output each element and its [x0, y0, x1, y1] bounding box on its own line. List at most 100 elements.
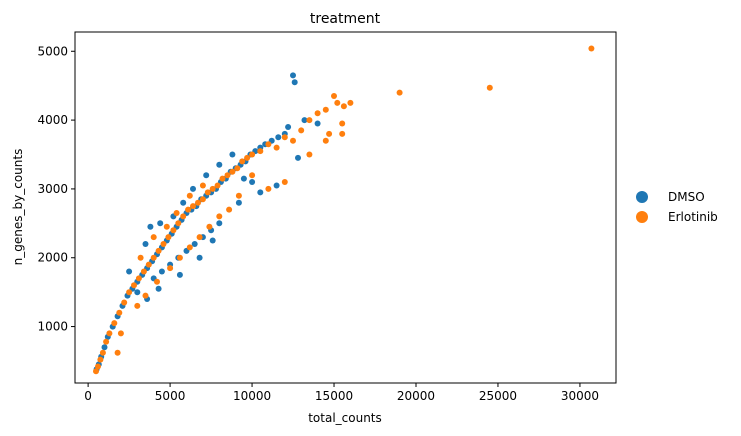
point-erlotinib-45	[334, 99, 341, 106]
point-dmso-51	[191, 241, 198, 247]
point-dmso-3	[101, 344, 108, 351]
point-erlotinib-6	[111, 320, 118, 327]
point-dmso-59	[180, 199, 187, 206]
point-erlotinib-30	[229, 168, 236, 175]
point-erlotinib-67	[249, 172, 256, 179]
point-erlotinib-62	[196, 234, 203, 241]
point-erlotinib-53	[588, 45, 595, 52]
y-tick-label-4: 5000	[37, 44, 68, 58]
point-dmso-75	[273, 182, 280, 189]
point-erlotinib-74	[163, 223, 170, 230]
legend: DMSO Erlotinib	[636, 190, 718, 224]
chart-title: treatment	[310, 11, 381, 27]
point-dmso-57	[157, 220, 164, 227]
y-tick-label-3: 4000	[37, 113, 68, 127]
point-dmso-70	[176, 271, 183, 278]
legend-marker-erlotinib	[636, 211, 648, 223]
point-erlotinib-56	[134, 302, 141, 309]
point-dmso-55	[142, 241, 149, 247]
point-erlotinib-3	[99, 349, 106, 356]
point-erlotinib-8	[121, 299, 128, 306]
x-tick-label-3: 15000	[315, 389, 353, 403]
point-dmso-44	[301, 117, 308, 124]
point-erlotinib-28	[219, 175, 226, 182]
legend-label-erlotinib: Erlotinib	[668, 210, 718, 224]
point-erlotinib-21	[185, 206, 192, 213]
point-erlotinib-40	[298, 127, 305, 134]
x-tick-label-5: 25000	[479, 389, 517, 403]
x-tick-label-4: 20000	[397, 389, 435, 403]
point-dmso-40	[285, 124, 292, 130]
point-erlotinib-9	[126, 289, 133, 296]
point-erlotinib-24	[199, 196, 206, 203]
point-erlotinib-33	[244, 154, 251, 161]
x-tick-label-2: 10000	[233, 389, 271, 403]
point-erlotinib-41	[306, 117, 313, 124]
point-erlotinib-36	[265, 141, 272, 148]
point-erlotinib-34	[249, 151, 256, 158]
point-erlotinib-12	[140, 268, 147, 275]
point-dmso-69	[155, 285, 162, 292]
point-erlotinib-26	[209, 185, 216, 192]
point-dmso-56	[147, 223, 154, 230]
point-dmso-72	[209, 237, 216, 244]
points-layer	[93, 45, 595, 375]
point-erlotinib-55	[114, 349, 121, 356]
x-tick-label-0: 0	[84, 389, 92, 403]
y-ticks: 1000 2000 3000 4000 5000	[37, 44, 75, 334]
point-erlotinib-11	[135, 275, 142, 282]
point-dmso-74	[257, 189, 264, 196]
y-tick-label-0: 1000	[37, 320, 68, 334]
point-erlotinib-50	[326, 130, 333, 137]
point-erlotinib-5	[106, 330, 113, 337]
point-erlotinib-47	[347, 99, 354, 106]
point-erlotinib-1	[95, 363, 101, 370]
point-dmso-62	[216, 161, 223, 168]
point-erlotinib-32	[239, 158, 246, 165]
point-erlotinib-29	[224, 172, 231, 179]
point-dmso-63	[229, 151, 236, 158]
point-dmso-47	[158, 268, 165, 275]
point-erlotinib-23	[195, 199, 201, 206]
point-erlotinib-13	[145, 261, 152, 268]
point-dmso-45	[314, 120, 321, 127]
point-erlotinib-18	[170, 227, 177, 234]
point-erlotinib-64	[216, 213, 223, 220]
y-tick-label-1: 2000	[37, 251, 68, 265]
point-erlotinib-22	[190, 203, 196, 210]
point-erlotinib-31	[234, 165, 241, 172]
point-erlotinib-70	[306, 151, 313, 158]
point-erlotinib-48	[339, 120, 346, 127]
point-erlotinib-49	[339, 130, 346, 137]
point-dmso-73	[235, 199, 242, 206]
plot-frame	[74, 31, 617, 384]
point-erlotinib-42	[314, 110, 321, 117]
point-dmso-38	[275, 134, 282, 141]
point-erlotinib-52	[486, 84, 493, 91]
point-erlotinib-51	[396, 89, 403, 96]
point-erlotinib-15	[155, 247, 162, 254]
point-erlotinib-61	[186, 244, 193, 251]
point-erlotinib-75	[173, 210, 180, 216]
point-erlotinib-14	[150, 254, 157, 261]
point-erlotinib-35	[257, 148, 264, 155]
point-erlotinib-44	[331, 93, 337, 99]
point-erlotinib-4	[103, 338, 110, 345]
point-erlotinib-58	[154, 278, 160, 285]
point-erlotinib-66	[235, 192, 242, 199]
point-erlotinib-17	[165, 234, 172, 241]
point-erlotinib-57	[142, 292, 149, 299]
point-dmso-60	[190, 185, 196, 192]
legend-label-dmso: DMSO	[668, 190, 705, 204]
point-erlotinib-60	[176, 254, 183, 261]
point-dmso-66	[126, 268, 133, 275]
point-dmso-43	[295, 154, 301, 161]
point-dmso-64	[240, 175, 247, 182]
x-axis-label: total_counts	[308, 411, 382, 425]
point-erlotinib-10	[131, 282, 137, 289]
point-erlotinib-69	[281, 179, 288, 185]
point-erlotinib-46	[340, 103, 347, 110]
point-erlotinib-20	[180, 213, 187, 220]
y-tick-label-2: 3000	[37, 182, 68, 196]
